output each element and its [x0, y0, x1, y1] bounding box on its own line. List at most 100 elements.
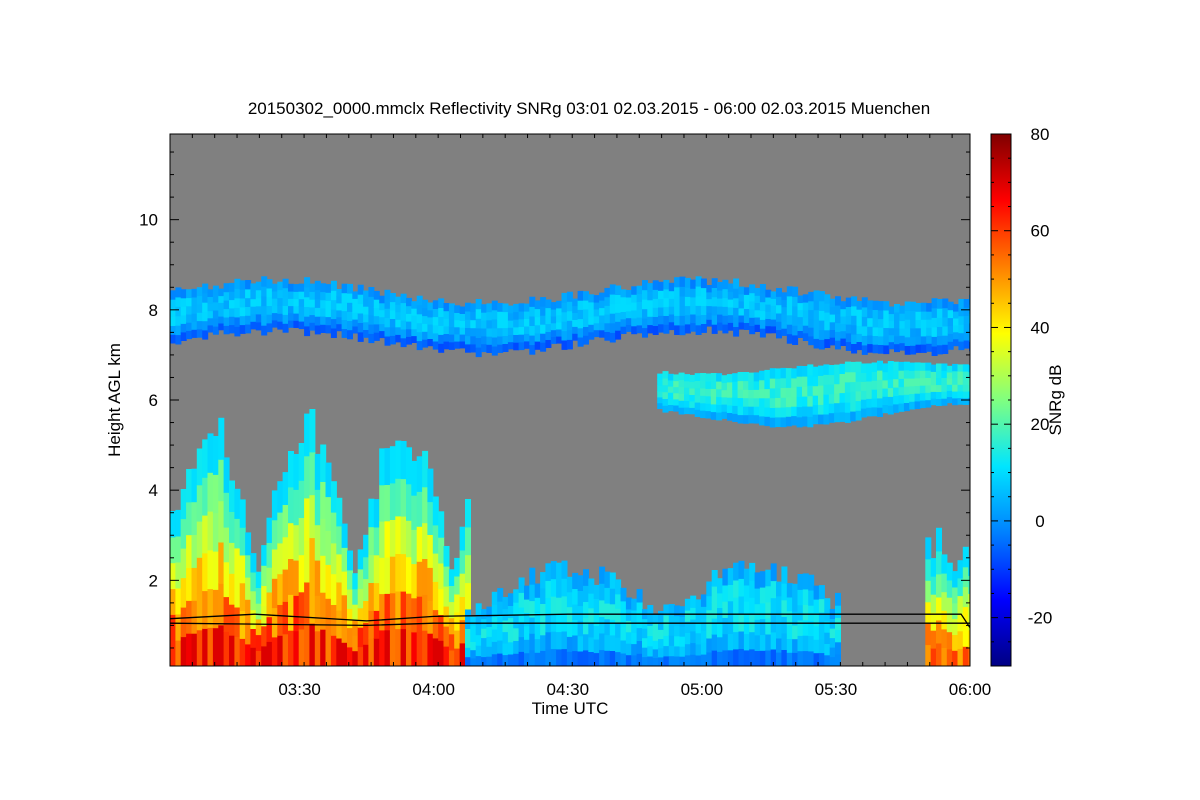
echo-cell [706, 305, 713, 313]
echo-cell [808, 300, 815, 311]
echo-cell [379, 323, 386, 332]
echo-cell [877, 335, 884, 345]
echo-cell [658, 298, 664, 308]
echo-cell [561, 560, 568, 579]
echo-cell [684, 406, 690, 415]
echo-cell [459, 573, 466, 597]
echo-cell [866, 407, 873, 417]
echo-cell [395, 326, 402, 335]
echo-cell [524, 639, 530, 654]
echo-cell [893, 361, 900, 371]
echo-cell [930, 576, 937, 595]
echo-cell [764, 397, 771, 408]
echo-cell [636, 317, 643, 326]
echo-cell [389, 335, 396, 345]
echo-cell [737, 389, 744, 399]
echo-cell [572, 572, 579, 589]
echo-cell [910, 301, 917, 311]
echo-cell [770, 563, 777, 582]
echo-cell [255, 321, 262, 331]
echo-cell [314, 595, 321, 632]
echo-cell [625, 643, 632, 656]
echo-cell [828, 412, 835, 423]
echo-cell [883, 310, 890, 320]
echo-cell [845, 341, 852, 351]
echo-cell [930, 558, 937, 577]
echo-cell [186, 313, 193, 323]
echo-cell [642, 647, 648, 658]
echo-cell [726, 381, 733, 390]
echo-cell [411, 563, 418, 599]
echo-cell [524, 311, 530, 319]
echo-cell [207, 296, 214, 305]
echo-cell [925, 537, 932, 560]
echo-cell [448, 341, 455, 350]
echo-cell [524, 318, 530, 327]
echo-cell [459, 642, 466, 666]
echo-cell [186, 633, 193, 666]
echo-cell [717, 290, 723, 299]
echo-cell [776, 288, 782, 297]
echo-cell [314, 325, 321, 335]
echo-cell [448, 334, 455, 343]
echo-cell [845, 297, 852, 307]
echo-cell [336, 302, 343, 311]
echo-cell [797, 316, 804, 325]
echo-cell [952, 618, 959, 635]
echo-cell [818, 585, 825, 600]
echo-cell [684, 323, 691, 334]
echo-cell [609, 634, 616, 651]
echo-cell [620, 289, 627, 298]
echo-cell [642, 656, 648, 666]
echo-cell [513, 311, 520, 320]
echo-cell [513, 602, 520, 616]
echo-cell [775, 378, 782, 389]
echo-cell [352, 312, 359, 320]
echo-cell [663, 297, 670, 308]
echo-cell [357, 294, 364, 305]
echo-cell [658, 323, 664, 333]
echo-cell [903, 386, 910, 395]
echo-cell [309, 580, 316, 624]
echo-cell [550, 578, 557, 597]
echo-cell [175, 614, 182, 641]
echo-cell [550, 561, 557, 580]
echo-cell [946, 597, 953, 615]
echo-cell [620, 326, 627, 334]
echo-cell [534, 597, 541, 612]
echo-cell [234, 297, 241, 308]
echo-cell [550, 309, 557, 317]
echo-cell [813, 652, 820, 666]
echo-cell [304, 277, 311, 288]
echo-cell [368, 498, 375, 528]
echo-cell [470, 327, 477, 337]
echo-cell [529, 315, 536, 326]
echo-cell [904, 327, 911, 338]
echo-cell [652, 631, 659, 641]
echo-cell [566, 339, 573, 350]
echo-cell [277, 313, 284, 322]
echo-cell [936, 550, 942, 575]
echo-cell [556, 336, 563, 344]
echo-cell [765, 325, 772, 334]
echo-cell [250, 628, 257, 648]
echo-cell [658, 610, 664, 621]
echo-cell [903, 394, 910, 403]
echo-cell [824, 338, 831, 348]
colorbar-tick-label: 0 [1035, 512, 1044, 531]
echo-cell [953, 317, 959, 326]
echo-cell [599, 566, 606, 584]
echo-cell [625, 296, 632, 305]
echo-cell [883, 301, 890, 311]
echo-cell [304, 581, 311, 625]
echo-cell [556, 329, 563, 337]
echo-cell [518, 636, 525, 652]
echo-cell [919, 370, 926, 379]
echo-cell [475, 327, 482, 338]
echo-cell [314, 489, 321, 526]
echo-cell [277, 481, 284, 513]
echo-cell [642, 308, 648, 319]
echo-cell [861, 297, 868, 308]
echo-cell [866, 380, 873, 391]
echo-cell [288, 594, 294, 631]
